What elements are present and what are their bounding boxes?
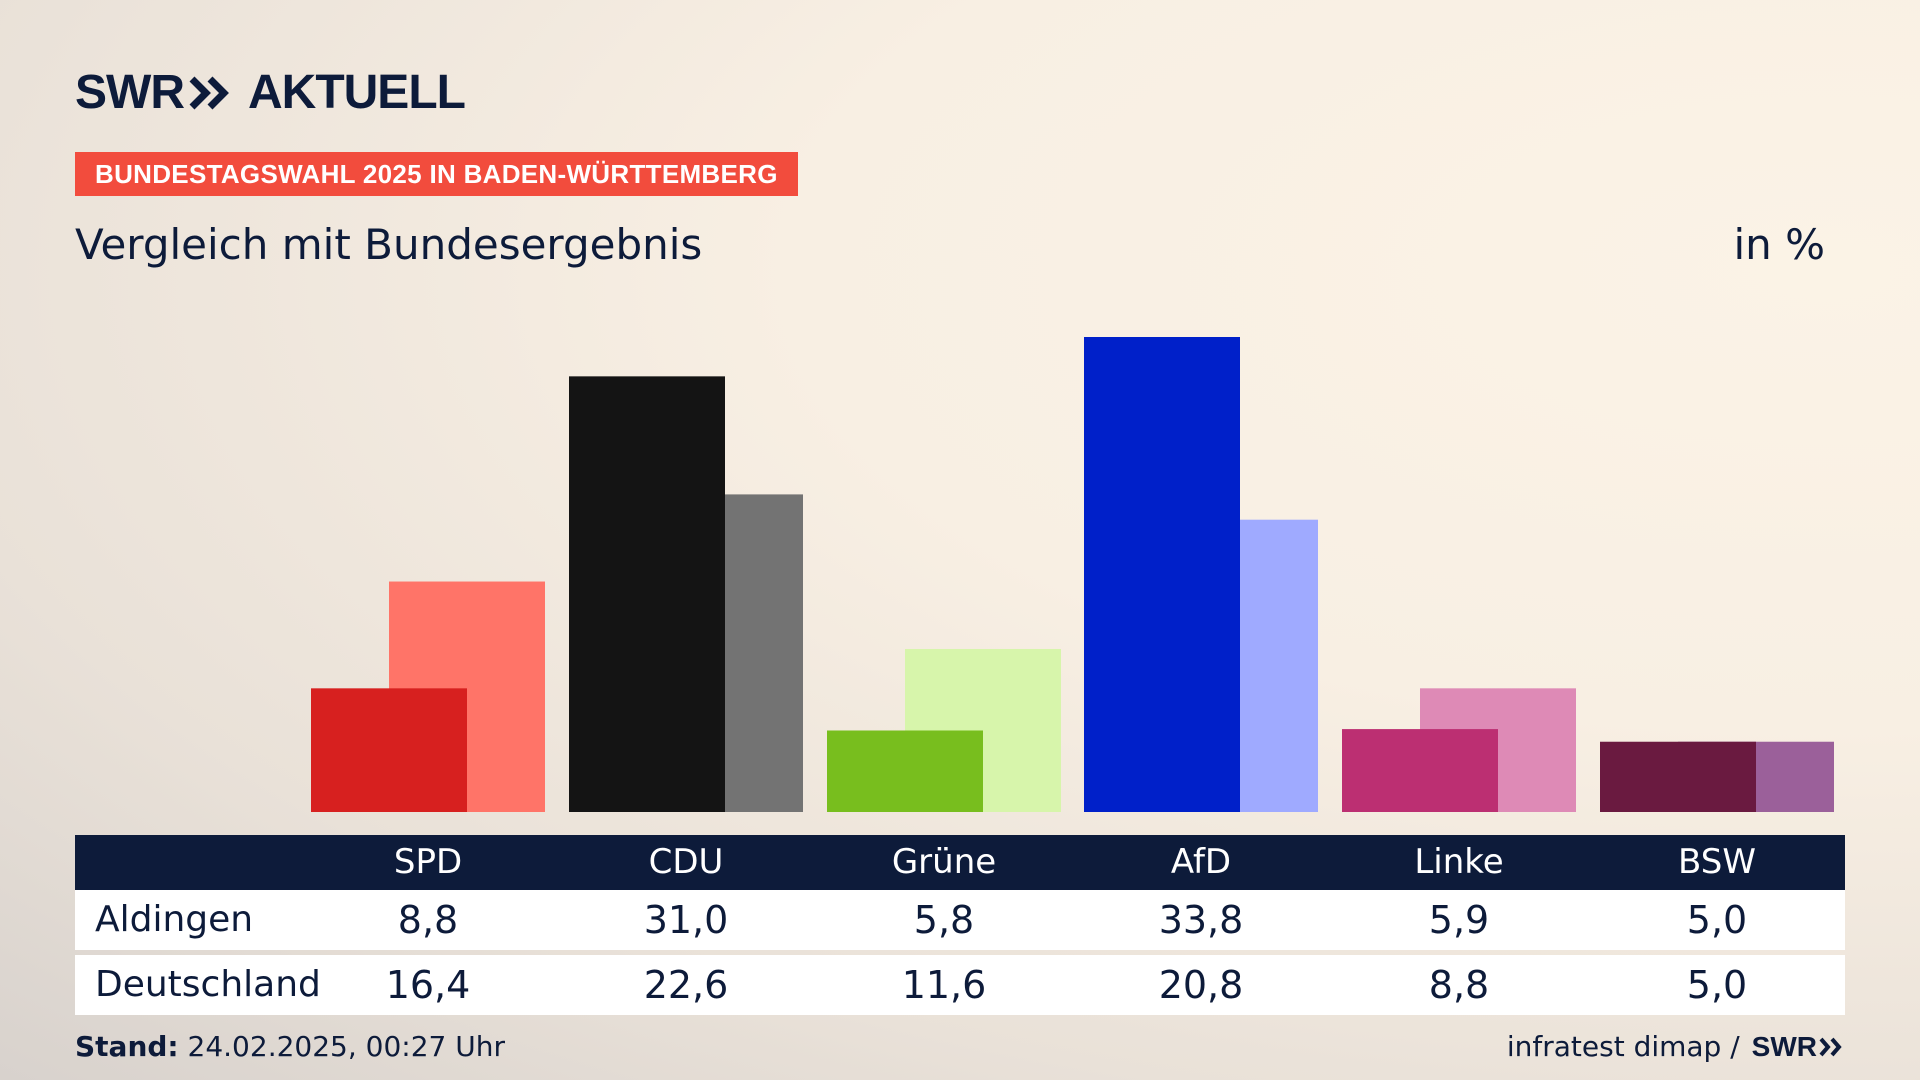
- table-header: SPD CDU Grüne AfD Linke BSW: [75, 835, 1845, 890]
- table-row-local: Aldingen 8,8 31,0 5,8 33,8 5,9 5,0: [75, 890, 1845, 950]
- chart-subtitle: Vergleich mit Bundesergebnis: [75, 220, 703, 269]
- value-deutschland-cdu: 22,6: [643, 963, 729, 1007]
- value-aldingen-linke: 5,9: [1428, 898, 1490, 942]
- value-deutschland-linke: 8,8: [1428, 963, 1490, 1007]
- double-chevron-right-icon: [1819, 1037, 1842, 1056]
- source-credit: infratest dimap / SWR: [1507, 1030, 1845, 1063]
- bar-chart: [311, 337, 1834, 812]
- logo-swr-text: SWR: [75, 66, 185, 119]
- column-header-cdu: CDU: [648, 842, 724, 882]
- bar-aldingen-afd: [1084, 337, 1240, 812]
- value-deutschland-bsw: 5,0: [1686, 963, 1748, 1007]
- bar-aldingen-bsw: [1600, 741, 1756, 812]
- column-header-afd: AfD: [1170, 842, 1232, 882]
- bar-aldingen-linke: [1342, 729, 1498, 812]
- column-header-grüne: Grüne: [891, 842, 997, 882]
- logo-aktuell-text: AKTUELL: [247, 66, 466, 119]
- source-text: infratest dimap /: [1506, 1030, 1740, 1063]
- footer-swr-logo: SWR: [1752, 1031, 1845, 1063]
- column-header-bsw: BSW: [1678, 842, 1756, 882]
- column-header-linke: Linke: [1414, 842, 1504, 882]
- stand-label: Stand:: [75, 1030, 179, 1063]
- value-aldingen-afd: 33,8: [1158, 898, 1244, 942]
- column-header-spd: SPD: [393, 842, 463, 882]
- kicker-badge: BUNDESTAGSWAHL 2025 IN BADEN-WÜRTTEMBERG: [75, 152, 798, 196]
- value-deutschland-spd: 16,4: [385, 963, 471, 1007]
- row-label: Deutschland: [95, 964, 321, 1005]
- timestamp: Stand: 24.02.2025, 00:27 Uhr: [75, 1030, 505, 1063]
- results-table: SPD CDU Grüne AfD Linke BSW Aldingen 8,8 31,0 5…: [75, 835, 1845, 1015]
- value-deutschland-grüne: 11,6: [901, 963, 987, 1007]
- unit-label: in %: [1733, 220, 1825, 269]
- value-aldingen-spd: 8,8: [397, 898, 459, 942]
- swr-aktuell-logo: SWR AKTUELL: [75, 66, 466, 119]
- bar-aldingen-grüne: [827, 730, 983, 812]
- stand-value: 24.02.2025, 00:27 Uhr: [187, 1030, 505, 1063]
- bar-aldingen-cdu: [569, 376, 725, 812]
- footer-logo-text: SWR: [1751, 1030, 1817, 1062]
- bar-aldingen-spd: [311, 688, 467, 812]
- value-aldingen-cdu: 31,0: [643, 898, 729, 942]
- double-chevron-right-icon: [189, 76, 229, 110]
- table-row-national: Deutschland 16,4 22,6 11,6 20,8 8,8 5,0: [75, 955, 1845, 1015]
- value-deutschland-afd: 20,8: [1158, 963, 1244, 1007]
- value-aldingen-bsw: 5,0: [1686, 898, 1748, 942]
- row-label: Aldingen: [95, 899, 254, 940]
- value-aldingen-grüne: 5,8: [913, 898, 975, 942]
